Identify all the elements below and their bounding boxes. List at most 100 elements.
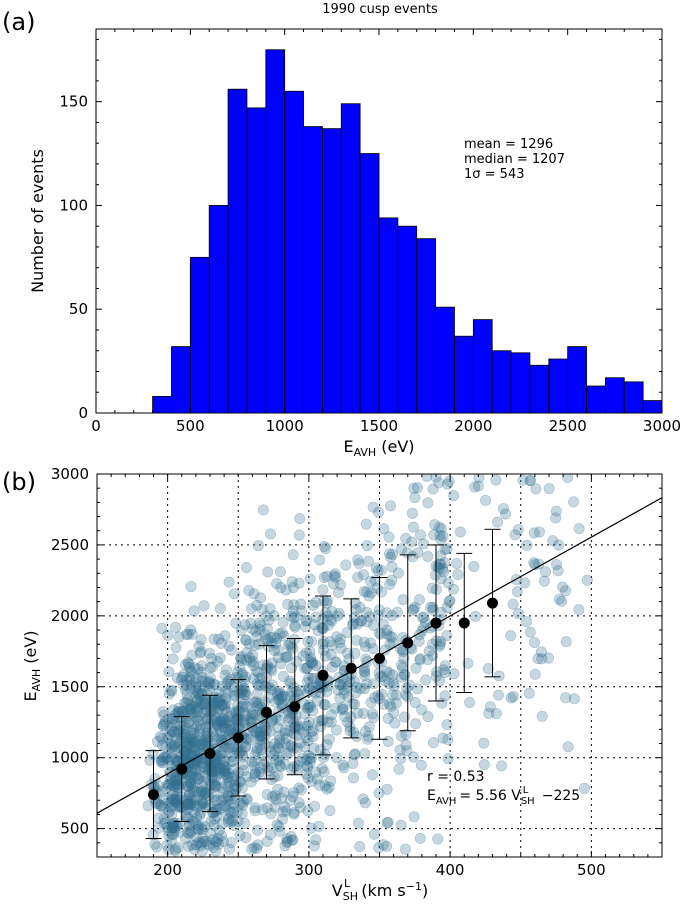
- scatter-point: [190, 831, 202, 843]
- scatter-point: [365, 576, 377, 588]
- scatter-point: [194, 763, 206, 775]
- scatter-point: [224, 806, 236, 818]
- scatter-point: [349, 647, 361, 659]
- scatter-point: [210, 780, 222, 792]
- scatter-point: [170, 779, 182, 791]
- scatter-point: [507, 691, 519, 703]
- scatter-point: [191, 687, 203, 699]
- scatter-point: [158, 718, 170, 730]
- histogram-bar: [529, 364, 550, 414]
- scatter-point: [158, 813, 170, 825]
- scatter-point: [213, 838, 225, 850]
- scatter-point: [265, 808, 277, 820]
- scatter-point: [183, 749, 195, 761]
- scatter-point: [427, 737, 439, 749]
- scatter-point: [543, 483, 555, 495]
- scatter-point: [281, 836, 293, 848]
- scatter-point: [329, 571, 341, 583]
- panel-label-b: (b): [2, 468, 36, 496]
- scatter-point: [338, 684, 350, 696]
- scatter-point: [536, 710, 548, 722]
- scatter-point: [166, 822, 178, 834]
- scatter-point: [302, 772, 314, 784]
- scatter-point: [321, 595, 333, 607]
- scatter-point: [160, 751, 172, 763]
- scatter-point: [246, 756, 258, 768]
- scatter-point: [277, 813, 289, 825]
- scatter-point: [182, 780, 194, 792]
- scatter-point: [400, 689, 412, 701]
- scatter-point: [191, 786, 203, 798]
- scatter-point: [556, 595, 568, 607]
- correlation-label: r = 0.53: [427, 769, 485, 785]
- scatter-point: [205, 760, 217, 772]
- scatter-point: [416, 704, 428, 716]
- scatter-point: [178, 707, 190, 719]
- scatter-point: [192, 773, 204, 785]
- scatter-point: [560, 636, 572, 648]
- scatter-point: [176, 671, 188, 683]
- scatter-point: [216, 680, 228, 692]
- scatter-point: [318, 571, 330, 583]
- scatter-point: [214, 761, 226, 773]
- scatter-point: [184, 825, 196, 837]
- scatter-point: [352, 817, 364, 829]
- scatter-point: [189, 677, 201, 689]
- scatter-point: [206, 766, 218, 778]
- scatter-point: [158, 793, 170, 805]
- scatter-point: [322, 716, 334, 728]
- scatter-point: [293, 723, 305, 735]
- scatter-point: [262, 662, 274, 674]
- scatter-point: [171, 819, 183, 831]
- scatter-point: [251, 745, 263, 757]
- scatter-point: [384, 500, 396, 512]
- scatter-point: [238, 675, 250, 687]
- scatter-point: [314, 554, 326, 566]
- scatter-point: [170, 775, 182, 787]
- scatter-point: [386, 631, 398, 643]
- histogram-bar: [321, 128, 342, 414]
- scatter-point: [214, 652, 226, 664]
- scatter-point: [221, 706, 233, 718]
- scatter-point: [222, 781, 234, 793]
- scatter-point: [273, 755, 285, 767]
- scatter-point: [232, 713, 244, 725]
- y-tick-label: 3000: [51, 465, 89, 483]
- scatter-point: [325, 716, 337, 728]
- scatter-point: [288, 612, 300, 624]
- scatter-point: [149, 773, 161, 785]
- scatter-point: [180, 696, 192, 708]
- scatter-point: [168, 780, 180, 792]
- scatter-point: [224, 711, 236, 723]
- scatter-point: [373, 787, 385, 799]
- scatter-point: [189, 764, 201, 776]
- scatter-point: [163, 830, 175, 842]
- scatter-point: [167, 788, 179, 800]
- scatter-point: [434, 638, 446, 650]
- scatter-point: [350, 634, 362, 646]
- scatter-point: [240, 741, 252, 753]
- scatter-point: [195, 800, 207, 812]
- scatter-point: [170, 819, 182, 831]
- scatter-point: [279, 758, 291, 770]
- scatter-point: [359, 748, 371, 760]
- scatter-point: [321, 686, 333, 698]
- scatter-point: [226, 816, 238, 828]
- scatter-point: [415, 759, 427, 771]
- scatter-point: [257, 804, 269, 816]
- scatter-point: [292, 689, 304, 701]
- scatter-point: [361, 606, 373, 618]
- scatter-point: [325, 775, 337, 787]
- scatter-point: [245, 713, 257, 725]
- scatter-point: [427, 483, 439, 495]
- scatter-point: [552, 565, 564, 577]
- scatter-point: [169, 719, 181, 731]
- scatter-point: [349, 597, 361, 609]
- scatter-point: [285, 641, 297, 653]
- scatter-point: [203, 683, 215, 695]
- scatter-point: [196, 671, 208, 683]
- scatter-point: [342, 691, 354, 703]
- scatter-point: [225, 725, 237, 737]
- scatter-point: [427, 638, 439, 650]
- scatter-point: [280, 584, 292, 596]
